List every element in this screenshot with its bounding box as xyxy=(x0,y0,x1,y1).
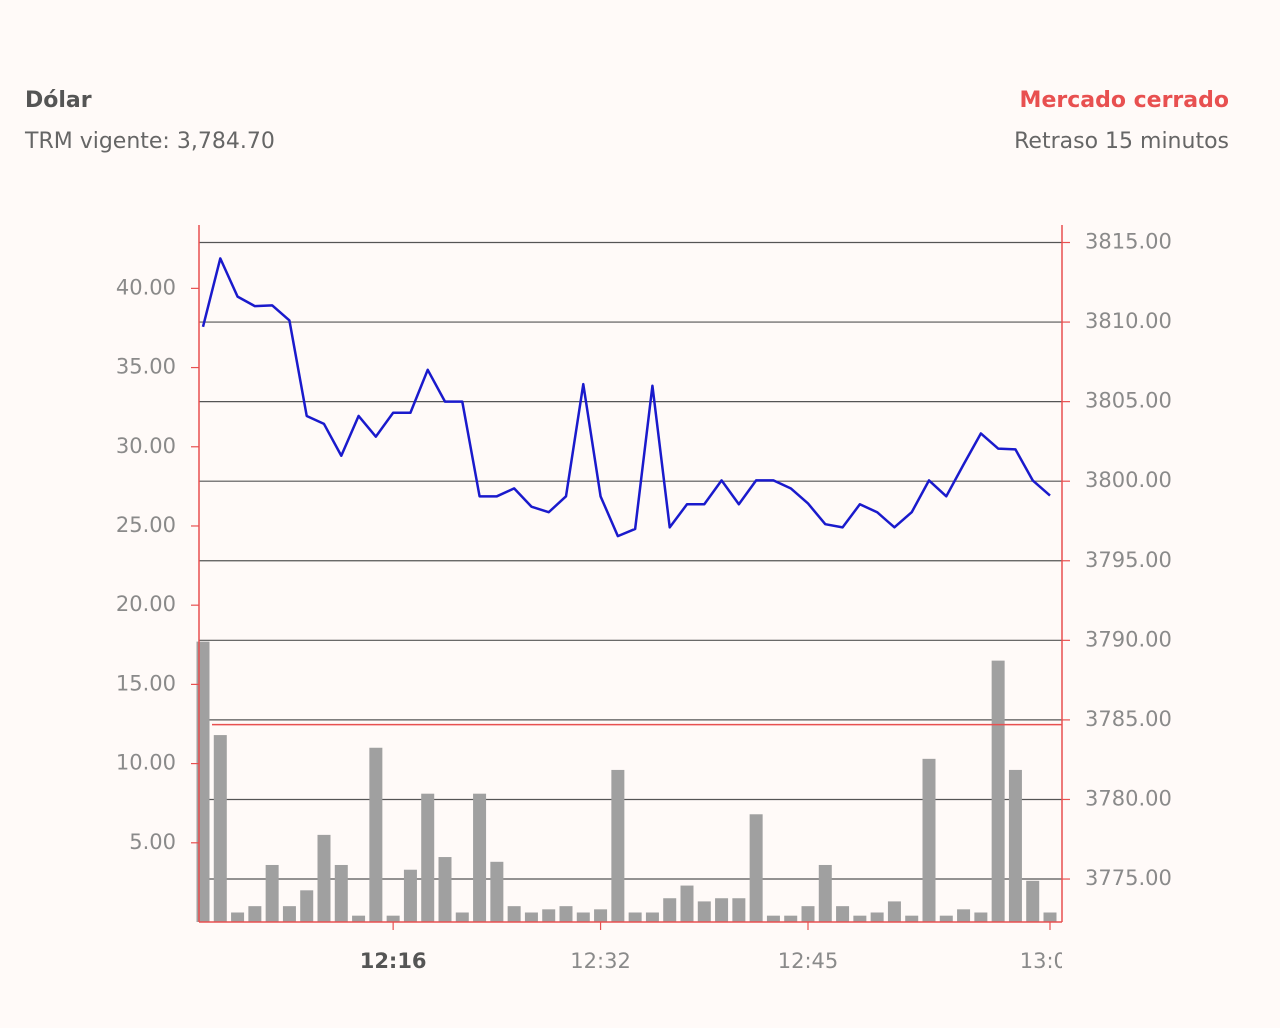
bar xyxy=(853,915,867,922)
bar xyxy=(939,915,953,922)
bar xyxy=(663,898,677,922)
y2-tick-label: 3785.00 xyxy=(1085,707,1172,731)
bar xyxy=(905,915,919,922)
y2-tick-label: 3780.00 xyxy=(1085,786,1172,810)
bar xyxy=(645,912,659,922)
market-status: Mercado cerrado xyxy=(1020,88,1229,113)
y-tick-label: 35.00 xyxy=(116,355,176,379)
bar xyxy=(594,909,608,922)
bar xyxy=(974,912,988,922)
chart-subtitle: TRM vigente: 3,784.70 xyxy=(24,129,275,154)
bar xyxy=(870,912,884,922)
y2-tick-label: 3810.00 xyxy=(1085,309,1172,333)
bar xyxy=(248,906,262,922)
y-tick-label: 40.00 xyxy=(116,275,176,299)
y2-tick-label: 3795.00 xyxy=(1085,548,1172,572)
bar xyxy=(697,901,711,922)
y-tick-label: 10.00 xyxy=(116,751,176,775)
y-tick-label: 30.00 xyxy=(116,434,176,458)
bar xyxy=(732,898,746,922)
axes: 3775.00 3780.00 3785.00 3790.00 3795.00 3800.… xyxy=(116,225,1172,973)
bar xyxy=(300,890,314,922)
y-tick-label: 25.00 xyxy=(116,513,176,537)
bar xyxy=(473,793,487,922)
marks xyxy=(196,257,1062,922)
bar xyxy=(542,909,556,922)
bar xyxy=(524,912,538,922)
chart-title: Dólar xyxy=(25,88,92,113)
bar xyxy=(784,915,798,922)
bar xyxy=(559,906,573,922)
delay-note: Retraso 15 minutos xyxy=(1014,129,1229,154)
y-tick-label: 20.00 xyxy=(116,592,176,616)
x-tick-label: 12:32 xyxy=(570,949,631,973)
bar xyxy=(213,735,227,922)
bar xyxy=(438,857,452,922)
y2-tick-label: 3805.00 xyxy=(1085,389,1172,413)
bar xyxy=(352,915,366,922)
bar xyxy=(922,758,936,922)
bar xyxy=(490,861,504,922)
x-tick-label: 13:00 xyxy=(1020,949,1081,973)
y2-tick-label: 3790.00 xyxy=(1085,627,1172,651)
y-tick-label: 5.00 xyxy=(129,830,176,854)
bar xyxy=(628,912,642,922)
bar xyxy=(801,906,815,922)
bar xyxy=(766,915,780,922)
y2-tick-label: 3815.00 xyxy=(1085,230,1172,254)
y-tick-label: 15.00 xyxy=(116,671,176,695)
grid xyxy=(199,241,1062,880)
x-tick-label: 12:16 xyxy=(360,949,427,973)
bar xyxy=(507,906,521,922)
bar xyxy=(887,901,901,922)
bar xyxy=(1008,769,1022,922)
bar xyxy=(455,912,469,922)
bar xyxy=(386,915,400,922)
bar xyxy=(836,906,850,922)
bar xyxy=(1026,880,1040,922)
y2-tick-label: 3775.00 xyxy=(1085,866,1172,890)
bar xyxy=(231,912,245,922)
bar xyxy=(403,869,417,922)
bar xyxy=(334,864,348,922)
bar xyxy=(421,793,435,922)
price-line xyxy=(201,257,1051,538)
bar xyxy=(369,747,383,922)
bar xyxy=(576,912,590,922)
bar xyxy=(818,864,832,922)
bar xyxy=(611,769,625,922)
y2-tick-label: 3800.00 xyxy=(1085,468,1172,492)
bar xyxy=(957,909,971,922)
bar xyxy=(749,814,763,922)
bar xyxy=(282,906,296,922)
bar xyxy=(1043,912,1057,922)
bar xyxy=(265,864,279,922)
bar xyxy=(680,885,694,922)
bar xyxy=(317,834,331,922)
bar xyxy=(991,660,1005,922)
bar xyxy=(715,898,729,922)
x-tick-label: 12:45 xyxy=(778,949,839,973)
